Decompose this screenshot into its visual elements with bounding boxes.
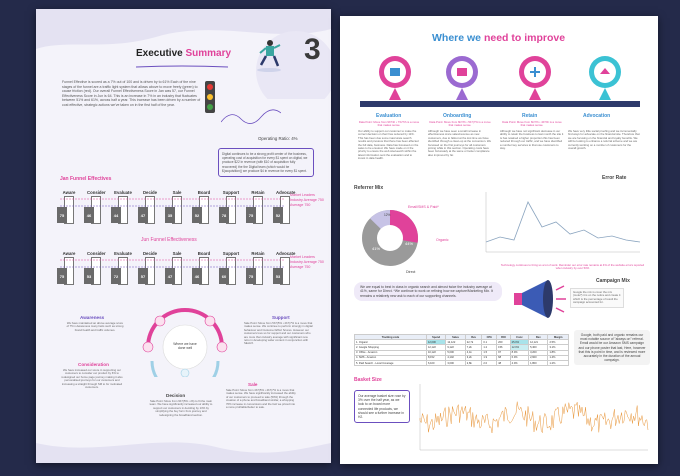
retain-pin-icon xyxy=(519,56,551,100)
jan-stage-evaluate: Evaluate 44 xyxy=(111,190,132,224)
consideration-title: Consideration xyxy=(78,362,109,367)
table-header-row: Tracking code Spend Sales Rev CPA ROI Conv Rev M… xyxy=(354,333,569,341)
error-caption: Technology continues to bring us a lot o… xyxy=(500,263,645,271)
jan-stage-advocate: Advocate 52 xyxy=(273,190,295,224)
jan-stage-aware: Aware 75 xyxy=(57,190,78,224)
jun-stage-board: Board 46 xyxy=(192,251,213,285)
jun-stage-retain: Retain 75 xyxy=(246,251,267,285)
referrer-pie-chart: 44% 41% 12% xyxy=(362,210,419,266)
campaign-mix-title: Campaign Mix xyxy=(596,278,630,284)
title-underline xyxy=(136,65,228,68)
campaign-side-note: Google the mix is cover the mix (mole?) … xyxy=(570,288,624,308)
basket-text: Our average basket size rose by 3% over … xyxy=(354,390,410,424)
jun-funnel-title: Jun Funnel Effectiveness xyxy=(141,237,197,243)
basket-size-chart xyxy=(419,384,649,451)
pie-label-organic: Organic xyxy=(436,238,449,242)
page-title: Executive Summary xyxy=(136,48,232,59)
jun-benchmark-lines xyxy=(60,259,285,268)
basket-size-line xyxy=(419,401,649,434)
campaign-table: Tracking code Spend Sales Rev CPA ROI Conv Rev M… xyxy=(354,333,569,367)
jun-stage-evaluate: Evaluate 72 xyxy=(111,251,132,285)
error-rate-chart xyxy=(485,192,641,253)
section-number: 3 xyxy=(304,33,321,66)
onboarding-text: Although we have seen a small increase i… xyxy=(428,129,492,157)
pie-label-email: Email/SMS & Paid* xyxy=(408,205,439,209)
awareness-text: We have maintained an above average scor… xyxy=(66,321,124,332)
executive-summary-page: Executive Summary 3 Funnel Effective is … xyxy=(36,9,331,463)
jun-stage-consider: Consider 53 xyxy=(84,251,106,285)
evaluation-text: Our ability to support our customer to m… xyxy=(358,129,419,161)
onboarding-pin-icon xyxy=(446,56,478,100)
retain-sub: Data Point: Move from 6b?/th • 4b?/th is… xyxy=(502,120,562,128)
footer-wave xyxy=(36,442,331,463)
consideration-text: We have increased our score in supportin… xyxy=(61,368,123,390)
campaign-text: Google, both paid and organic remains ou… xyxy=(574,330,650,366)
jun-stage-advocate: Advocate 53 xyxy=(273,251,295,285)
support-text: Sale Point: Move from 5b7(5% • 2b7(7% is… xyxy=(244,321,313,346)
sale-text: Sale Point: Move from 4b7(5% • 4b7(7% is… xyxy=(226,388,296,410)
jan-stage-board: Board 52 xyxy=(192,190,213,224)
done-well-label: Where we have done well xyxy=(173,342,197,350)
referrer-title: Referrer Mix xyxy=(354,185,384,191)
runner-illustration xyxy=(257,40,281,72)
direct-value-label: 41% xyxy=(372,246,380,251)
pie-label-direct: Direct xyxy=(406,270,416,274)
retain-text: Although we have not significant decreas… xyxy=(500,129,564,151)
table-row: 5. Paid Search - Local Coverage 6,100 3,00… xyxy=(354,359,569,367)
jun-stage-sale: Sale 47 xyxy=(165,251,186,285)
jan-stage-support: Support 78 xyxy=(219,190,240,224)
jun-legend: Market Leaders Industry Average 750 Averag… xyxy=(290,255,324,269)
improvement-pins xyxy=(360,56,640,107)
jan-legend: Market Leaders Industry Average 750 Averag… xyxy=(290,193,324,207)
trend-squiggle xyxy=(221,109,281,124)
onboarding-title: Onboarding xyxy=(443,113,472,119)
organic-value-label: 44% xyxy=(405,241,413,246)
decision-text: Sale Point: Move from 9b7(5% • 2b) to fi… xyxy=(149,399,213,417)
evaluation-sub: Data Point: Move from 9b?/th • 7%/?th is… xyxy=(358,120,420,128)
digital-callout: Digital continues to be a strong profit … xyxy=(218,148,314,178)
advocation-title: Advocation xyxy=(583,113,611,119)
support-title: Support xyxy=(272,315,290,320)
jun-stage-support: Support 60 xyxy=(219,251,240,285)
jan-stage-decide: Decide 47 xyxy=(138,190,159,224)
evaluation-pin-icon xyxy=(379,56,411,100)
decision-title: Decision xyxy=(166,393,186,398)
traffic-light-icon xyxy=(205,81,215,113)
jun-stage-aware: Aware 75 xyxy=(57,251,78,285)
jan-stage-retain: Retain 75 xyxy=(246,190,267,224)
basket-title: Basket Size xyxy=(354,377,382,383)
done-well-dial xyxy=(142,308,228,377)
evaluation-title: Evaluation xyxy=(376,113,402,119)
operating-ratio: Operating Ratio: 4% xyxy=(258,136,298,141)
error-rate-title: Error Rate xyxy=(602,175,627,181)
email-value-label: 12% xyxy=(384,213,391,217)
jan-funnel: Aware 75 Consider 46 Evaluate 44 Decide 47 S… xyxy=(57,190,295,224)
jan-benchmark-lines xyxy=(60,198,285,207)
advocation-text: We have very little social proofing and … xyxy=(568,129,640,151)
jan-funnel-title: Jan Funnel Effectives xyxy=(60,176,112,182)
jun-funnel: Aware 75 Consider 53 Evaluate 72 Decide 57 S… xyxy=(57,251,295,285)
onboarding-sub: Data Point: Move from 6b?/th • 5b7(7% is… xyxy=(429,120,491,128)
jun-stage-decide: Decide 57 xyxy=(138,251,159,285)
retain-title: Retain xyxy=(522,113,538,119)
referrer-callout: We are equal to best in class in organic… xyxy=(354,282,502,301)
intro-paragraph: Funnel Effective is scored as a 7% out o… xyxy=(62,80,201,107)
advocation-pin-icon xyxy=(589,56,621,100)
error-rate-line xyxy=(485,201,641,243)
page2-title: Where we need to improve xyxy=(432,32,566,44)
megaphone-icon xyxy=(514,280,566,318)
where-to-improve-page: Where we need to improve Evaluation Data… xyxy=(340,16,658,464)
sale-title: Sale xyxy=(248,382,258,387)
jan-stage-sale: Sale 35 xyxy=(165,190,186,224)
awareness-title: Awareness xyxy=(80,315,105,320)
jan-stage-consider: Consider 46 xyxy=(84,190,106,224)
